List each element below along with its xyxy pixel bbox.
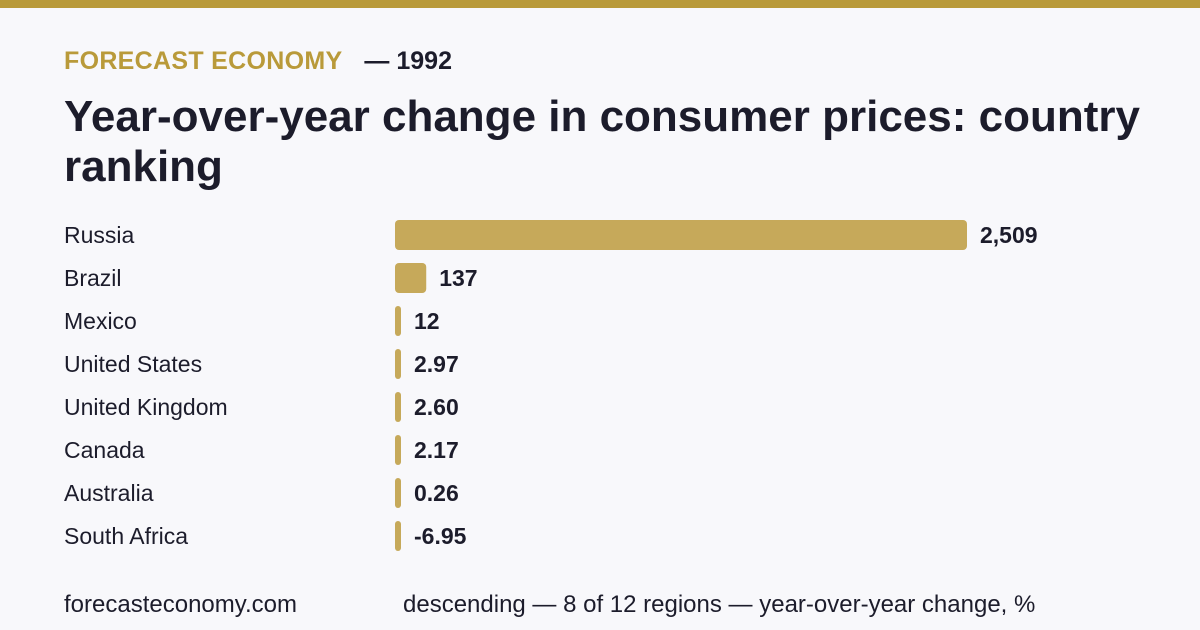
top-accent-bar [0, 0, 1200, 8]
brand-name: FORECAST ECONOMY [64, 47, 343, 75]
category-label-mexico: Mexico [64, 308, 137, 334]
bar-south-africa [395, 521, 401, 551]
category-label-brazil: Brazil [64, 265, 122, 291]
kicker: FORECAST ECONOMY — 1992 [64, 45, 452, 77]
bar-united-kingdom [395, 392, 401, 422]
bar-canada [395, 435, 401, 465]
year-label: — 1992 [364, 47, 452, 75]
category-label-south-africa: South Africa [64, 523, 188, 549]
category-label-australia: Australia [64, 480, 154, 506]
category-label-canada: Canada [64, 437, 145, 463]
value-label-united-kingdom: 2.60 [414, 394, 459, 420]
category-label-russia: Russia [64, 222, 135, 248]
bar-australia [395, 478, 401, 508]
bar-mexico [395, 306, 401, 336]
value-label-australia: 0.26 [414, 480, 459, 506]
category-label-united-kingdom: United Kingdom [64, 394, 228, 420]
bar-united-states [395, 349, 401, 379]
value-label-brazil: 137 [439, 265, 477, 291]
value-label-united-states: 2.97 [414, 351, 459, 377]
page-title: Year-over-year change in consumer prices… [64, 92, 1140, 191]
value-label-mexico: 12 [414, 308, 440, 334]
bar-brazil [395, 263, 427, 293]
footer-note: descending — 8 of 12 regions — year-over… [403, 591, 1036, 618]
value-label-canada: 2.17 [414, 437, 459, 463]
category-label-united-states: United States [64, 351, 202, 377]
footer-site: forecasteconomy.com [64, 591, 297, 618]
value-label-russia: 2,509 [980, 222, 1038, 248]
bar-chart: Russia 2,509 Brazil 137 Mexico 12 United State… [64, 220, 1038, 551]
value-label-south-africa: -6.95 [414, 523, 467, 549]
bar-russia [395, 220, 967, 250]
